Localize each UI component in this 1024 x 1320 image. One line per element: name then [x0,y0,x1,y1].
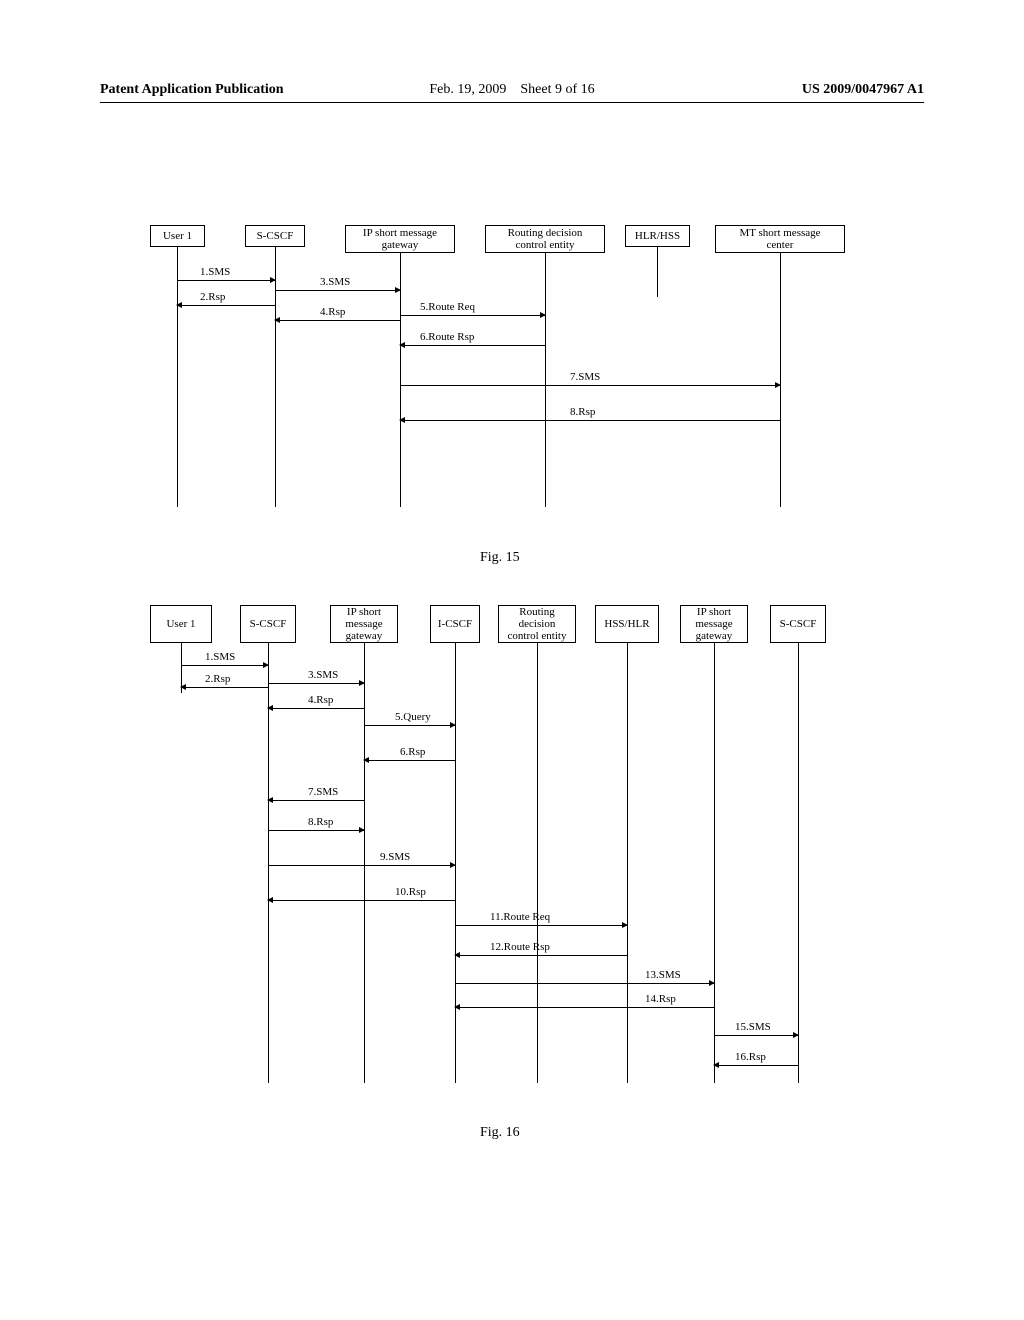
msg-label: 12.Route Rsp [490,941,550,953]
actor-label: Routing decision control entity [508,227,583,251]
actor-hss-hlr: HSS/HLR [595,605,659,643]
msg-arrow [455,1007,714,1008]
actor-label: S-CSCF [257,230,294,242]
msg-label: 15.SMS [735,1021,771,1033]
msg-label: 6.Rsp [400,746,425,758]
msg-arrow [268,900,455,901]
actor-ip-sm-gw: IP short message gateway [345,225,455,253]
msg-arrow [268,800,364,801]
lifeline [627,643,628,1083]
msg-label: 1.SMS [200,266,230,278]
lifeline [714,643,715,1083]
msg-arrow [268,708,364,709]
header-sheet: Sheet 9 of 16 [520,82,594,98]
actor-label: S-CSCF [780,618,817,630]
msg-arrow [455,983,714,984]
actor-label: S-CSCF [250,618,287,630]
msg-arrow [364,725,455,726]
msg-arrow [400,420,780,421]
actor-ip-sm-gw-2: IP short message gateway [680,605,748,643]
msg-arrow [177,280,275,281]
msg-label: 7.SMS [308,786,338,798]
figure-16: User 1 S-CSCF IP short message gateway I… [150,605,870,1095]
msg-label: 2.Rsp [200,291,225,303]
msg-label: 14.Rsp [645,993,676,1005]
actor-routing-entity: Routing decision control entity [485,225,605,253]
msg-label: 8.Rsp [308,816,333,828]
lifeline [545,253,546,507]
actor-label: IP short message gateway [695,606,732,642]
msg-arrow [181,665,268,666]
header-date: Feb. 19, 2009 [429,82,506,98]
msg-arrow [181,687,268,688]
msg-arrow [714,1035,798,1036]
actor-label: MT short message center [739,227,820,251]
actor-label: HLR/HSS [635,230,680,242]
msg-label: 7.SMS [570,371,600,383]
actor-label: User 1 [163,230,192,242]
actor-label: I-CSCF [438,618,472,630]
actor-label: IP short message gateway [345,606,382,642]
msg-arrow [177,305,275,306]
msg-label: 13.SMS [645,969,681,981]
msg-label: 3.SMS [308,669,338,681]
lifeline [657,247,658,297]
actor-label: User 1 [166,618,195,630]
actor-label: IP short message gateway [363,227,437,251]
actor-scscf: S-CSCF [240,605,296,643]
msg-label: 2.Rsp [205,673,230,685]
msg-label: 6.Route Rsp [420,331,474,343]
msg-label: 4.Rsp [320,306,345,318]
lifeline [364,643,365,1083]
msg-label: 11.Route Req [490,911,550,923]
msg-label: 10.Rsp [395,886,426,898]
actor-ip-sm-gw: IP short message gateway [330,605,398,643]
msg-arrow [275,290,400,291]
msg-arrow [400,315,545,316]
lifeline [780,253,781,507]
actor-user1: User 1 [150,225,205,247]
msg-arrow [400,385,780,386]
actor-label: HSS/HLR [604,618,649,630]
msg-arrow [268,830,364,831]
msg-label: 5.Query [395,711,431,723]
msg-arrow [400,345,545,346]
actor-user1: User 1 [150,605,212,643]
msg-arrow [268,865,455,866]
header-middle: Feb. 19, 2009 Sheet 9 of 16 [100,82,924,98]
actor-mt-smc: MT short message center [715,225,845,253]
msg-arrow [364,760,455,761]
msg-arrow [455,925,627,926]
msg-arrow [275,320,400,321]
msg-label: 8.Rsp [570,406,595,418]
msg-label: 3.SMS [320,276,350,288]
actor-icscf: I-CSCF [430,605,480,643]
msg-label: 1.SMS [205,651,235,663]
msg-label: 9.SMS [380,851,410,863]
actor-routing-entity: Routing decision control entity [498,605,576,643]
page: Patent Application Publication Feb. 19, … [0,0,1024,1320]
lifeline [275,247,276,507]
actor-hlr-hss: HLR/HSS [625,225,690,247]
page-header: Patent Application Publication Feb. 19, … [100,82,924,103]
actor-scscf: S-CSCF [245,225,305,247]
msg-arrow [455,955,627,956]
msg-label: 16.Rsp [735,1051,766,1063]
msg-label: 5.Route Req [420,301,475,313]
msg-arrow [714,1065,798,1066]
lifeline [798,643,799,1083]
figure-15-caption: Fig. 15 [480,550,520,566]
msg-arrow [268,683,364,684]
actor-label: Routing decision control entity [508,606,567,642]
msg-label: 4.Rsp [308,694,333,706]
lifeline [177,247,178,507]
actor-scscf-2: S-CSCF [770,605,826,643]
figure-15: User 1 S-CSCF IP short message gateway R… [150,225,870,525]
figure-16-caption: Fig. 16 [480,1125,520,1141]
lifeline [537,643,538,1083]
